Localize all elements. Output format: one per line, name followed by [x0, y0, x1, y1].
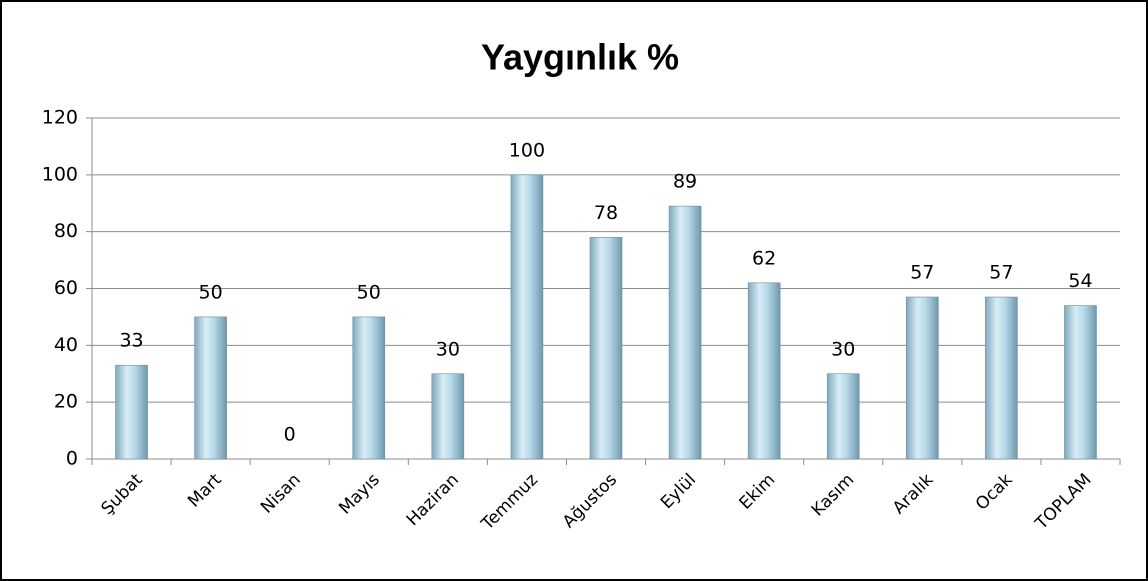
data-label: 0 [284, 424, 296, 446]
bar [589, 237, 623, 460]
y-tick-label: 0 [66, 448, 78, 470]
bar [194, 316, 227, 460]
data-label: 54 [1068, 270, 1092, 292]
bar [510, 174, 544, 460]
chart-title: Yaygınlık % [481, 37, 679, 78]
data-label: 50 [357, 281, 381, 303]
bar [1064, 305, 1097, 460]
data-label: 62 [752, 247, 776, 269]
bar [352, 316, 386, 460]
bar [826, 373, 860, 460]
data-label: 30 [436, 338, 460, 360]
bar [115, 364, 148, 460]
data-label: 30 [831, 338, 855, 360]
data-label: 57 [989, 262, 1013, 284]
data-label: 57 [910, 262, 934, 284]
bar [747, 282, 781, 460]
bar [906, 296, 939, 460]
y-tick-label: 100 [42, 163, 78, 185]
data-label: 100 [509, 139, 545, 161]
bar [431, 373, 465, 460]
data-label: 50 [199, 281, 223, 303]
data-label: 78 [594, 202, 618, 224]
y-tick-label: 120 [42, 107, 78, 129]
y-tick-label: 60 [54, 277, 78, 299]
bar [985, 296, 1018, 460]
data-label: 89 [673, 171, 697, 193]
y-tick-label: 20 [54, 391, 78, 413]
data-label: 33 [119, 330, 143, 352]
y-tick-label: 80 [54, 220, 78, 242]
y-tick-label: 40 [54, 334, 78, 356]
bar [668, 205, 702, 460]
